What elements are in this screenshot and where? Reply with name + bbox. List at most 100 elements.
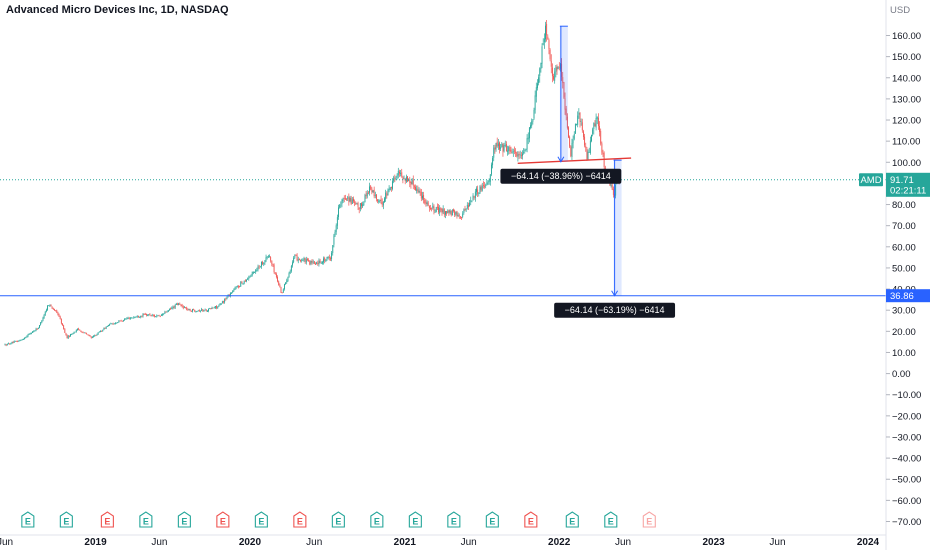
candle-body [285,282,287,285]
candle-body [407,176,408,182]
earnings-marker-icon[interactable]: E [21,511,35,528]
candle-body [28,333,30,335]
earnings-marker-shape [59,511,73,528]
earnings-marker-icon[interactable]: E [408,511,422,528]
candle-body [56,310,58,313]
earnings-marker-shape [447,511,461,528]
earnings-marker-icon[interactable]: E [139,511,153,528]
candle-body [114,322,116,324]
candle-body [189,309,191,311]
earnings-marker-icon[interactable]: E [331,511,345,528]
candle-body [572,139,574,144]
drawings-layer: −64.14 (−38.96%) −6414 −64.14 (−63.19%) −… [0,25,886,318]
symbol-tag-bg [859,173,883,187]
candle-body [35,328,37,331]
candle-body [522,153,523,156]
candle-body [40,322,42,325]
candle-body [612,188,614,195]
candle-body [186,307,188,310]
candle-body [244,280,246,282]
candle-body [410,181,412,185]
candle-body [37,327,39,330]
candle-body [372,190,374,193]
candle-body [171,307,173,309]
candle-body [449,210,451,213]
earnings-marker-icon[interactable]: E [293,511,307,528]
candle-body [555,67,557,72]
candle-body [159,315,161,317]
candle-body [204,309,206,311]
candle-body [247,278,249,280]
earnings-marker-label: E [258,517,264,527]
candle-body [465,208,467,210]
candle-body [445,211,446,215]
candle-body [217,306,219,309]
earnings-marker-shape [485,511,499,528]
candle-body [226,296,228,299]
candle-body [546,23,548,36]
candle-body [167,310,169,312]
earnings-marker-icon[interactable]: E [485,511,499,528]
candle-body [523,152,525,154]
candle-body [10,343,12,345]
candle-body [196,311,198,313]
candle-body [405,176,407,182]
candle-body [514,150,515,152]
candle-body [308,260,310,261]
earnings-marker-icon[interactable]: E [524,511,538,528]
earnings-marker-icon[interactable]: E [59,511,73,528]
candle-body [48,305,50,307]
x-tick-label: 2020 [239,537,262,548]
candle-body [511,151,513,153]
candle-body [338,207,339,217]
candle-body [518,153,520,156]
candle-body [208,308,209,311]
candle-body [343,197,345,199]
candle-body [33,330,35,332]
candle-body [279,285,281,288]
candle-body [221,301,223,304]
candle-body [573,133,575,139]
candle-body [303,258,305,260]
candle-body [155,316,157,318]
candle-body [90,336,92,338]
candle-body [132,317,134,319]
earnings-marker-icon[interactable]: E [177,511,191,528]
earnings-marker-icon[interactable]: E [100,511,114,528]
candle-body [300,259,301,261]
candle-body [364,195,366,203]
candle-body [281,292,283,294]
candle-body [356,203,358,205]
y-tick-label: 30.00 [892,306,916,317]
candle-body [169,308,170,310]
candle-body [232,290,234,293]
earnings-marker-icon[interactable]: E [254,511,268,528]
candle-body [476,188,477,192]
candle-body [358,207,360,210]
candle-body [336,217,338,226]
candle-body [127,317,129,319]
earnings-marker-icon[interactable]: E [565,511,579,528]
candle-body [564,98,566,110]
candle-body [162,314,163,316]
candle-body [324,257,326,262]
earnings-marker-icon[interactable]: E [370,511,384,528]
earnings-marker-icon[interactable]: E [642,511,656,528]
earnings-marker-icon[interactable]: E [604,511,618,528]
candle-body [55,310,57,312]
candle-body [203,310,205,312]
candle-body [600,130,602,144]
candle-body [354,201,356,203]
candle-body [367,192,369,194]
earnings-marker-icon[interactable]: E [447,511,461,528]
candle-body [351,199,353,204]
earnings-marker-shape [139,511,153,528]
earnings-marker-icon[interactable]: E [216,511,230,528]
candle-body [152,314,154,316]
candle-body [403,178,405,180]
candle-body [526,138,528,150]
earnings-marker-label: E [569,517,575,527]
candle-body [173,306,175,308]
candle-body [525,149,527,150]
